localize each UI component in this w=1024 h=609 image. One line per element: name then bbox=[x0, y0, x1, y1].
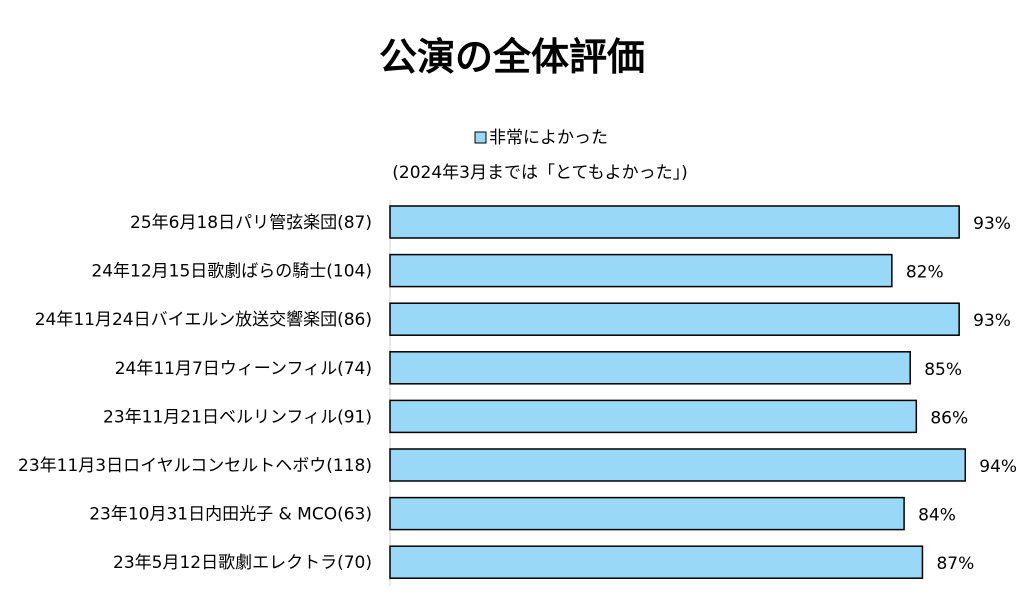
bar bbox=[389, 399, 918, 434]
category-label: 24年11月7日ウィーンフィル(74) bbox=[115, 359, 372, 379]
value-label: 82% bbox=[906, 263, 944, 283]
bar bbox=[389, 448, 967, 482]
value-label: 93% bbox=[973, 311, 1011, 331]
value-label: 84% bbox=[918, 506, 956, 526]
category-label: 23年10月31日内田光子 & MCO(63) bbox=[89, 505, 372, 525]
category-label: 24年11月24日バイエルン放送交響楽団(86) bbox=[35, 310, 372, 330]
legend-swatch bbox=[474, 131, 487, 144]
legend-label: 非常によかった bbox=[489, 128, 608, 148]
category-label: 25年6月18日パリ管弦楽団(87) bbox=[130, 213, 372, 233]
bar bbox=[389, 253, 893, 288]
category-label: 24年12月15日歌劇ばらの騎士(104) bbox=[91, 262, 372, 282]
legend: 非常によかった (2024年3月までは「とてもよかった」) bbox=[392, 128, 687, 183]
bar bbox=[389, 351, 911, 385]
legend-note: (2024年3月までは「とてもよかった」) bbox=[392, 163, 687, 183]
bar bbox=[389, 545, 924, 579]
value-label: 85% bbox=[924, 360, 962, 380]
value-label: 86% bbox=[930, 408, 968, 428]
category-label: 23年11月3日ロイヤルコンセルトヘボウ(118) bbox=[18, 456, 372, 476]
bar bbox=[389, 302, 960, 336]
value-label: 87% bbox=[936, 554, 974, 574]
value-label: 93% bbox=[973, 214, 1011, 234]
bar bbox=[389, 496, 905, 531]
category-label: 23年11月21日ベルリンフィル(91) bbox=[103, 407, 372, 427]
chart-title: 公演の全体評価 bbox=[379, 35, 645, 79]
bar bbox=[389, 205, 960, 239]
bars-group: 25年6月18日パリ管弦楽団(87) 93% 24年12月15日歌劇ばらの騎士(10… bbox=[18, 205, 1017, 579]
category-label: 23年5月12日歌劇エレクトラ(70) bbox=[113, 553, 372, 573]
value-label: 94% bbox=[979, 457, 1017, 477]
